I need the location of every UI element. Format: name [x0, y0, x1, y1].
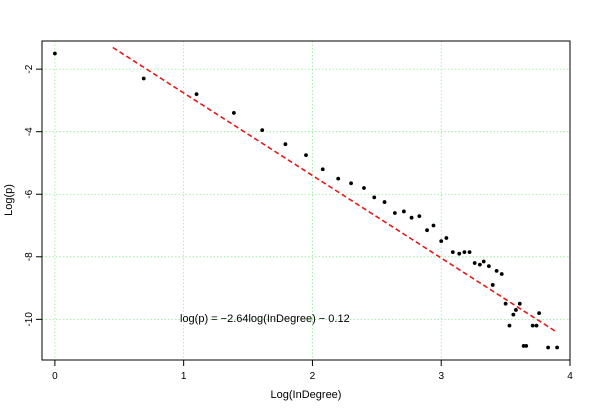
data-point	[457, 251, 462, 256]
data-point	[417, 214, 422, 219]
data-point	[52, 51, 57, 56]
data-point	[555, 345, 560, 350]
data-point	[534, 323, 539, 328]
data-point	[503, 301, 508, 306]
data-point	[517, 301, 522, 306]
points-layer	[52, 51, 560, 350]
data-point	[530, 323, 535, 328]
x-axis-label: Log(InDegree)	[271, 389, 342, 401]
fit-layer	[112, 46, 558, 334]
data-point	[283, 142, 288, 147]
data-point	[260, 128, 265, 133]
data-point	[372, 195, 377, 200]
plot-frame	[41, 40, 571, 361]
data-point	[382, 200, 387, 204]
data-point	[362, 186, 366, 190]
data-point	[194, 92, 199, 97]
x-tick-label: 0	[52, 371, 58, 382]
regression-annotation: log(p) = −2.64log(InDegree) − 0.12	[180, 313, 350, 325]
data-point	[141, 76, 146, 81]
data-point	[320, 167, 325, 172]
data-point	[392, 211, 397, 215]
x-tick-label: 3	[438, 371, 444, 382]
y-tick-label: -8	[24, 252, 35, 261]
x-tick-label: 4	[567, 371, 573, 382]
data-point	[409, 215, 414, 220]
data-point	[511, 312, 516, 317]
y-tick-label: -10	[24, 312, 35, 327]
data-point	[486, 264, 491, 269]
y-axis-label: Log(p)	[3, 184, 15, 216]
data-point	[431, 223, 436, 228]
y-tick-label: -6	[24, 189, 35, 198]
data-point	[537, 311, 541, 315]
data-point	[444, 236, 449, 240]
data-point	[231, 111, 236, 115]
data-point	[546, 345, 551, 350]
data-point	[524, 344, 529, 348]
x-tick-label: 1	[181, 371, 187, 382]
data-point	[472, 261, 477, 265]
x-tick-label: 2	[310, 371, 316, 382]
data-point	[462, 250, 467, 255]
data-point	[349, 181, 353, 186]
data-point	[490, 283, 495, 287]
axes-layer: 0 1 2 3 4 -2 -4 -6 -8 -10	[24, 64, 573, 382]
data-point	[494, 268, 499, 273]
data-point	[514, 308, 518, 312]
y-tick-label: -2	[24, 64, 35, 73]
data-point	[336, 176, 341, 181]
grid-layer	[42, 41, 571, 360]
fit-line	[112, 46, 558, 334]
data-point	[439, 239, 444, 244]
y-tick-label: -4	[24, 127, 35, 136]
data-point	[499, 272, 504, 276]
data-point	[481, 259, 486, 264]
data-point	[507, 323, 512, 328]
data-point	[467, 250, 472, 255]
data-point	[401, 209, 406, 214]
data-point	[304, 153, 308, 158]
data-point	[425, 228, 429, 233]
data-point	[450, 250, 455, 255]
data-point	[477, 262, 482, 267]
